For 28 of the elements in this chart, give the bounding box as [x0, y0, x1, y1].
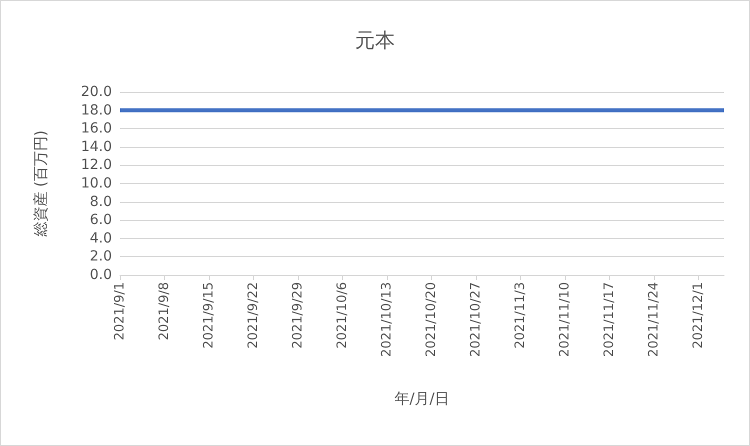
x-tick-label: 2021/11/10 [558, 282, 573, 357]
y-tick-label: 16.0 [80, 120, 112, 137]
y-tick-label: 18.0 [80, 102, 112, 118]
x-tick-label: 2021/10/20 [424, 282, 440, 357]
x-tick-label: 2021/9/29 [290, 282, 306, 349]
x-tick-label: 2021/9/22 [246, 282, 262, 349]
y-tick-label: 12.0 [80, 157, 112, 174]
y-axis-title: 総資産 (百万円) [32, 130, 50, 238]
x-tick-label: 2021/11/17 [602, 282, 618, 357]
x-tick-label: 2021/11/24 [646, 282, 662, 357]
x-tick-label: 2021/12/1 [691, 282, 706, 349]
x-tick-label: 2021/10/6 [335, 282, 350, 349]
x-tick-label: 2021/10/27 [468, 282, 484, 357]
x-axis-title: 年/月/日 [394, 390, 450, 408]
x-tick-label: 2021/11/3 [513, 282, 528, 349]
y-tick-label: 8.0 [90, 194, 112, 210]
y-tick-label: 20.0 [80, 84, 112, 100]
x-tick-label: 2021/10/13 [380, 282, 395, 357]
x-tick-label: 2021/9/15 [202, 282, 217, 349]
y-tick-label: 10.0 [80, 176, 112, 192]
y-tick-label: 14.0 [80, 138, 112, 155]
chart-title: 元本 [355, 28, 395, 52]
y-tick-label: 6.0 [90, 212, 112, 228]
x-tick-label: 2021/9/8 [157, 282, 172, 340]
x-tick-label: 2021/9/1 [112, 282, 128, 340]
y-tick-label: 4.0 [90, 230, 112, 246]
y-tick-label: 0.0 [90, 267, 112, 283]
y-tick-label: 2.0 [90, 248, 112, 265]
